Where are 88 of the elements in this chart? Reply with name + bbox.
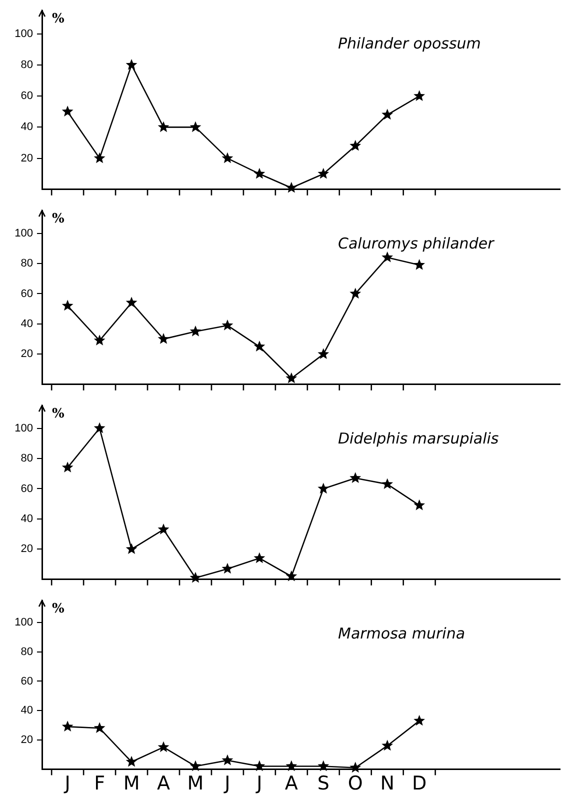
y-tick-label: 80 [20,646,33,658]
point [94,152,106,164]
y-tick-label: 100 [14,28,33,40]
y-tick-label: 80 [20,59,33,72]
point [350,472,362,483]
y-axis-title: % [52,11,65,26]
point [62,720,74,732]
y-tick-label: 20 [20,152,33,164]
point [382,251,394,262]
point [158,524,170,534]
point [222,562,234,574]
point [222,152,234,164]
point [62,106,74,117]
x-tick-label: J [224,772,230,795]
x-tick-label: F [94,772,106,795]
point [190,121,202,132]
y-tick-label: 40 [20,512,33,525]
x-tick-label: M [187,772,204,795]
point [222,319,234,330]
point [382,478,394,490]
point [126,756,138,767]
y-tick-label: 100 [14,227,33,240]
point [350,762,362,773]
point [62,462,74,472]
point [318,168,330,179]
point [126,59,138,70]
point [254,760,266,772]
point [286,182,298,193]
x-tick-label: J [256,772,262,795]
point [286,760,298,772]
y-tick-label: 40 [20,704,33,717]
point [350,288,362,299]
text: Didelphis marsupialis [338,429,499,448]
x-tick-label: J [64,772,70,795]
text: Philander opossum [338,34,481,52]
point [190,572,202,583]
y-tick-label: 20 [20,348,33,360]
y-tick-label: 60 [20,675,33,688]
x-tick-label: A [157,772,170,795]
y-axis-title: % [52,406,65,422]
point [222,754,234,766]
point [94,722,106,734]
x-tick-label: O [348,772,363,795]
y-axis-title: % [52,601,65,616]
text: Caluromys philander [338,234,495,252]
point [286,372,298,384]
x-tick-label: S [317,772,330,795]
point [94,334,106,346]
point [318,760,330,772]
point [126,543,138,554]
point [286,570,298,582]
y-tick-label: 20 [20,734,33,746]
point [158,121,170,132]
point [318,348,330,360]
point [414,90,426,101]
y-tick-label: 80 [20,258,33,270]
point [94,422,106,434]
y-tick-label: 100 [14,616,33,629]
point [190,760,202,772]
y-tick-label: 80 [20,452,33,465]
point [414,259,426,270]
y-tick-label: 60 [20,482,33,495]
point [350,140,362,151]
point [254,340,266,352]
point [158,333,170,344]
y-tick-label: 40 [20,318,33,330]
point [318,482,330,494]
point [126,296,138,308]
x-tick-label: A [284,772,298,795]
y-tick-label: 60 [20,288,33,300]
point [158,741,170,752]
point [190,326,202,336]
point [254,552,266,564]
y-tick-label: 20 [20,543,33,556]
point [382,740,394,751]
text: Marmosa murina [338,624,466,642]
x-tick-label: D [412,772,427,795]
point [414,714,426,726]
point [254,168,266,179]
y-tick-label: 60 [20,90,33,102]
point [382,108,394,120]
x-tick-label: N [380,772,394,795]
y-tick-label: 40 [20,121,33,134]
y-tick-label: 100 [14,422,33,434]
point [414,499,426,510]
x-tick-label: M [123,772,140,795]
y-axis-title: % [52,211,65,226]
point [62,300,74,311]
